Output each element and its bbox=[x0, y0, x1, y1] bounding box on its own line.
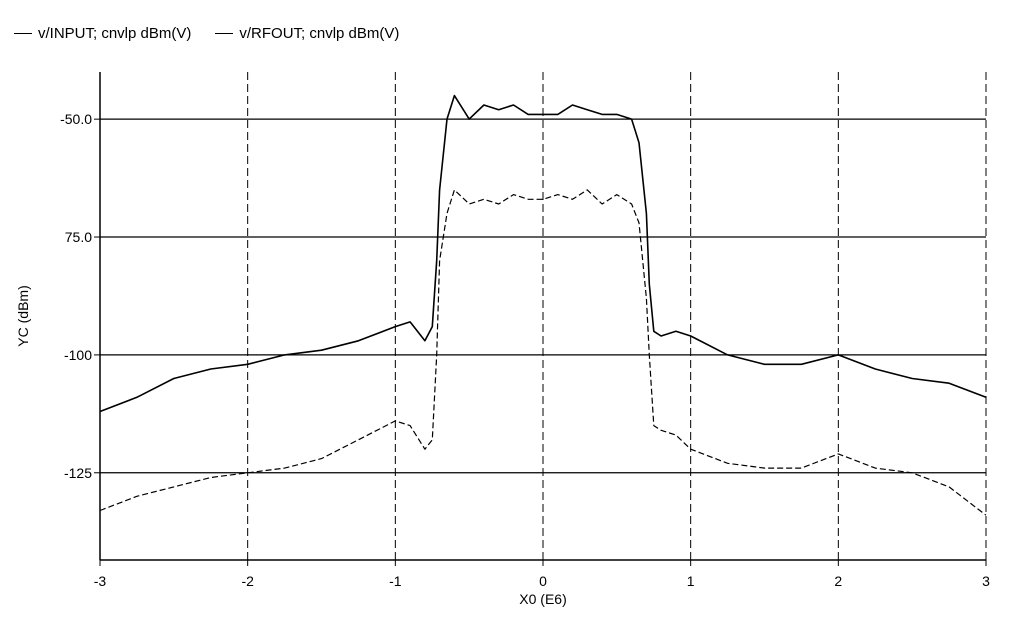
y-tick-label: -100 bbox=[64, 347, 92, 363]
y-axis-label: YC (dBm) bbox=[15, 285, 31, 346]
y-tick-label: -125 bbox=[64, 465, 92, 481]
x-tick-label: -3 bbox=[94, 573, 107, 589]
legend-label-input: v/INPUT; cnvlp dBm(V) bbox=[38, 24, 192, 42]
x-tick-label: 2 bbox=[834, 573, 842, 589]
legend-swatch-dashed bbox=[215, 32, 234, 34]
legend-item-rfout: v/RFOUT; cnvlp dBm(V) bbox=[215, 25, 399, 42]
chart-legend: v/INPUT; cnvlp dBm(V) v/RFOUT; cnvlp dBm… bbox=[14, 22, 399, 44]
legend-swatch-solid bbox=[14, 32, 32, 34]
legend-label-rfout: v/RFOUT; cnvlp dBm(V) bbox=[239, 24, 400, 42]
x-tick-label: 3 bbox=[982, 573, 990, 589]
x-tick-label: 1 bbox=[687, 573, 695, 589]
series-line-input bbox=[99, 94, 987, 413]
x-tick-label: -2 bbox=[241, 573, 254, 589]
series-line-rfout bbox=[99, 189, 987, 516]
legend-item-input: v/INPUT; cnvlp dBm(V) bbox=[14, 25, 191, 42]
y-tick-label: -50.0 bbox=[60, 111, 92, 127]
x-tick-label: -1 bbox=[389, 573, 402, 589]
x-tick-label: 0 bbox=[539, 573, 547, 589]
y-tick-label: 75.0 bbox=[65, 229, 92, 245]
x-axis-label: X0 (E6) bbox=[519, 591, 566, 607]
